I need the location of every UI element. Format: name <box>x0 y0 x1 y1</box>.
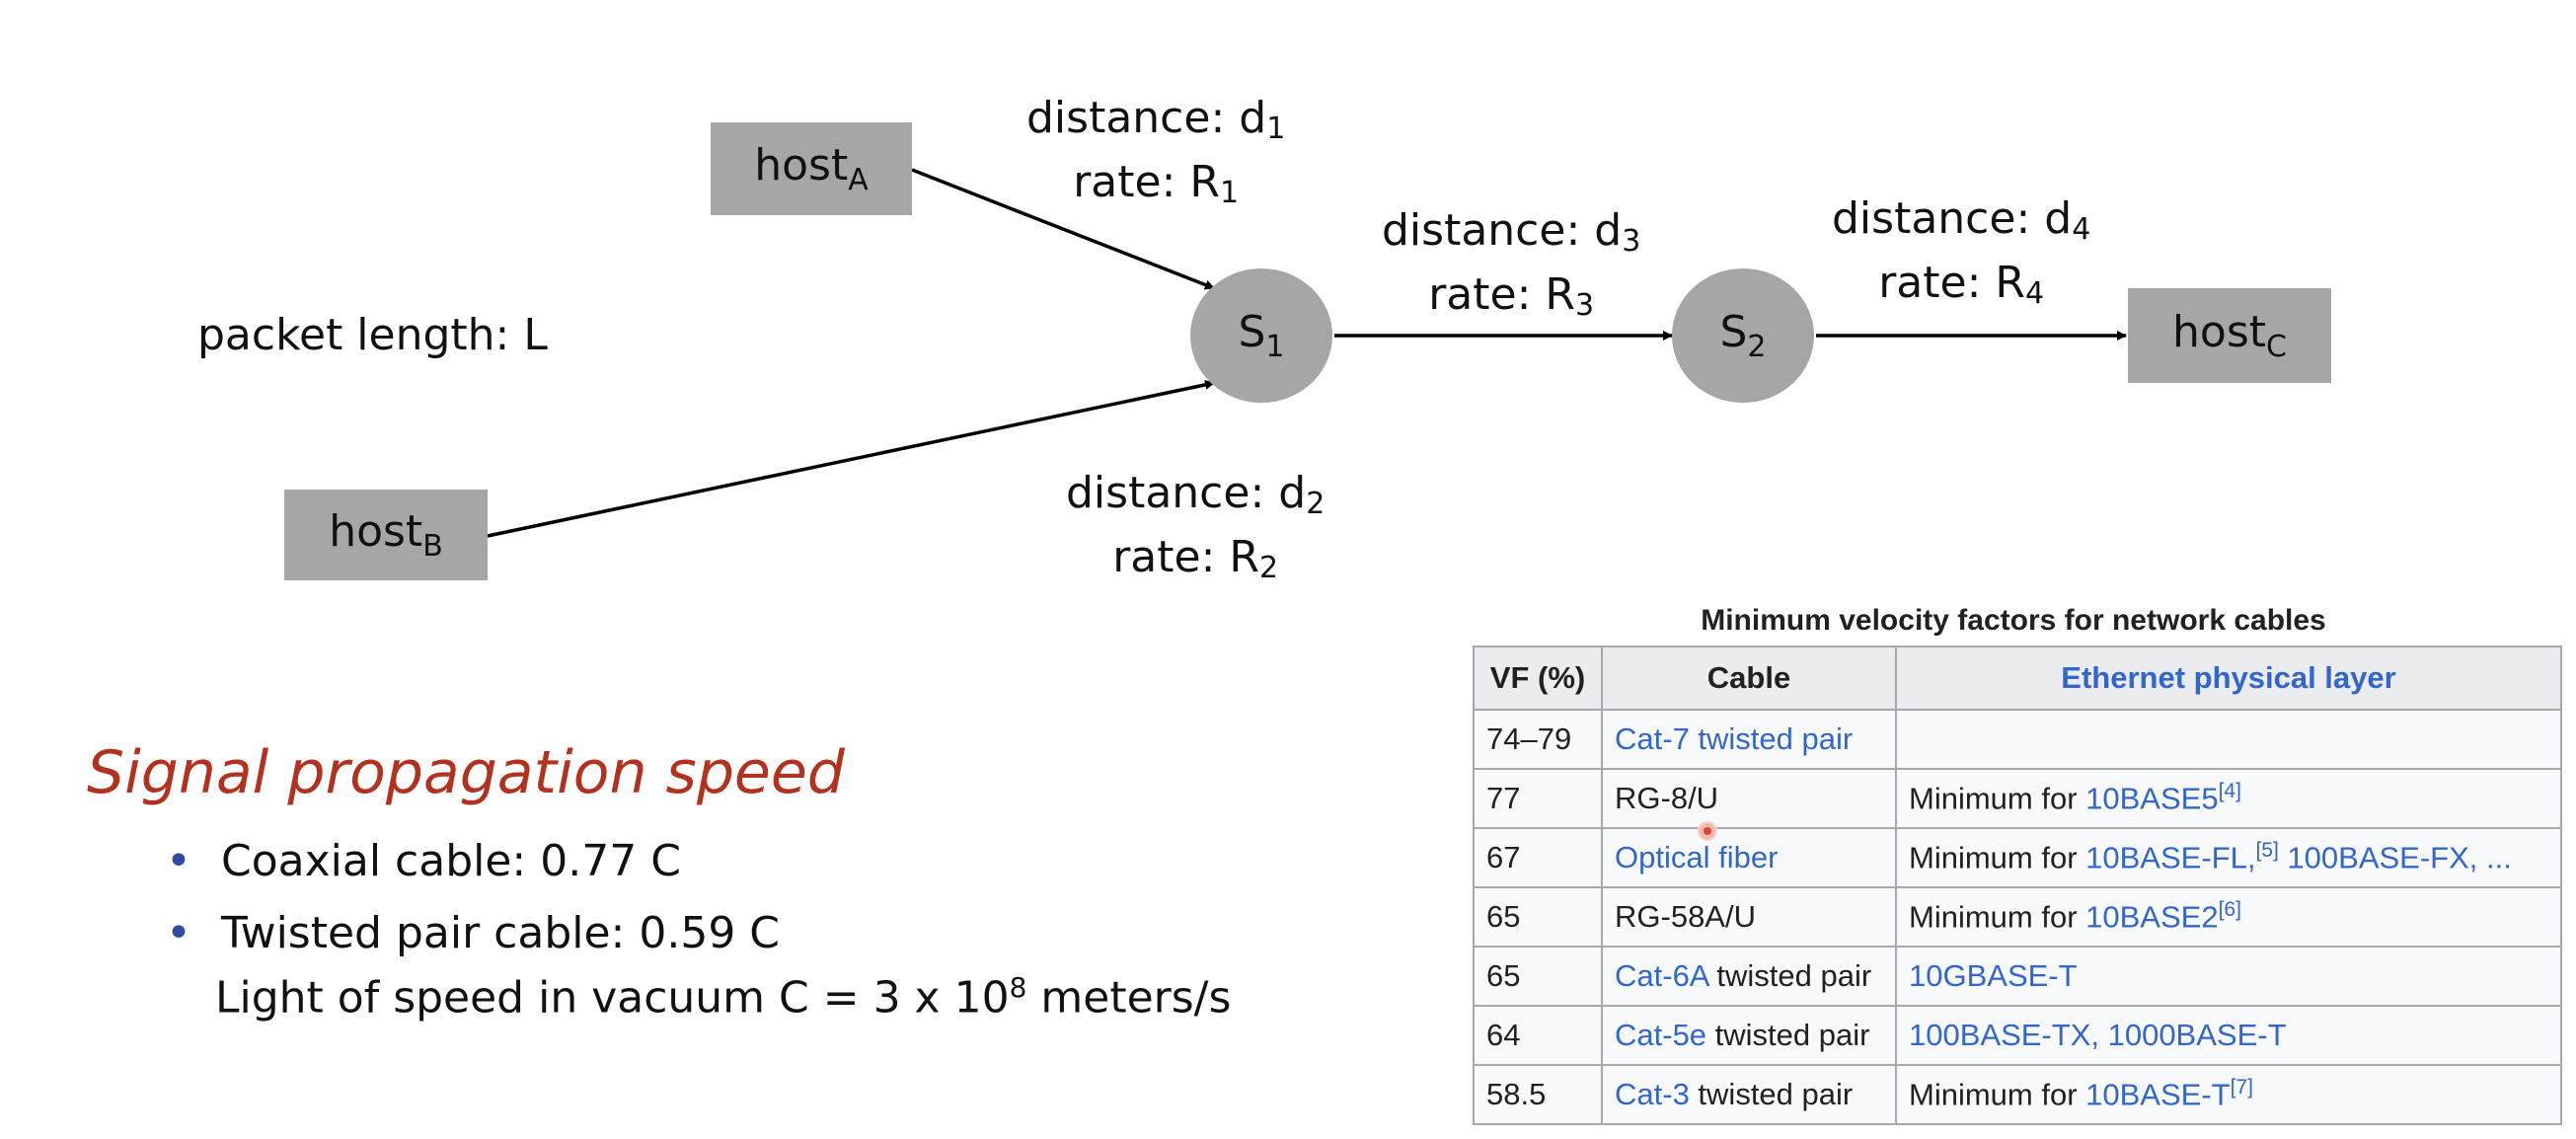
reference-link[interactable]: [4] <box>2218 780 2241 803</box>
bullet-coaxial: Coaxial cable: 0.77 C <box>166 825 780 897</box>
ethernet-cell: Minimum for 10BASE-T[7] <box>1895 1064 2562 1125</box>
table-row: 67 Optical fiber Minimum for 10BASE-FL,[5]… <box>1473 827 2562 888</box>
table-row: 65 RG-58A/U Minimum for 10BASE2[6] <box>1473 886 2562 948</box>
ethernet-cell: 100BASE-TX, 1000BASE-T <box>1895 1005 2562 1066</box>
cable-cell: RG-8/U <box>1601 768 1897 829</box>
speed-bullet-list: Coaxial cable: 0.77 C Twisted pair cable… <box>166 825 780 969</box>
header-ethernet-link[interactable]: Ethernet physical layer <box>1895 645 2562 711</box>
vf-cell: 74–79 <box>1473 709 1603 770</box>
switch-s2: S2 <box>1672 268 1814 403</box>
cable-text: RG-58A/U <box>1615 899 1756 934</box>
table-row: 77 RG-8/U Minimum for 10BASE5[4] <box>1473 768 2562 829</box>
ethernet-cell <box>1895 709 2562 770</box>
vf-cell: 64 <box>1473 1005 1603 1066</box>
link-hostA-s1 <box>911 168 1215 290</box>
ethernet-standard-link[interactable]: 10GBASE-T <box>1909 958 2078 993</box>
ethernet-more-link[interactable]: 100BASE-FX, ... <box>2278 840 2512 875</box>
ethernet-cell: 10GBASE-T <box>1895 946 2562 1007</box>
header-cable[interactable]: Cable <box>1601 645 1897 711</box>
link1-label: distance: d1 rate: R1 <box>1026 87 1285 214</box>
cable-cell: RG-58A/U <box>1601 886 1897 948</box>
cable-text: twisted pair <box>1706 1018 1870 1052</box>
vf-cell: 65 <box>1473 886 1603 948</box>
table-row: 65 Cat-6A twisted pair 10GBASE-T <box>1473 946 2562 1007</box>
vf-cell: 67 <box>1473 827 1603 888</box>
velocity-factor-table: VF (%) Cable Ethernet physical layer 74–… <box>1473 645 2562 1125</box>
cable-link[interactable]: Optical fiber <box>1615 840 1779 874</box>
table-row: 58.5 Cat-3 twisted pair Minimum for 10BASE… <box>1473 1064 2562 1125</box>
cable-link[interactable]: Cat-7 twisted pair <box>1615 721 1854 756</box>
switch-s2-label: S2 <box>1719 307 1767 364</box>
host-c-label: hostC <box>2172 307 2287 364</box>
vf-cell: 58.5 <box>1473 1064 1603 1125</box>
switch-s1: S1 <box>1190 268 1332 403</box>
table-caption: Minimum velocity factors for network cab… <box>1701 604 2326 637</box>
link3-label: distance: d3 rate: R3 <box>1382 199 1640 327</box>
vf-cell: 65 <box>1473 946 1603 1007</box>
ethernet-standard-link[interactable]: 10BASE-FL, <box>2085 840 2256 875</box>
ethernet-prefix-text: Minimum for <box>1909 840 2086 875</box>
link4-distance: distance: d4 <box>1832 193 2091 247</box>
ethernet-standard-link[interactable]: 10BASE-T <box>2085 1077 2231 1112</box>
bullet-twisted-pair: Twisted pair cable: 0.59 C <box>166 897 780 969</box>
ethernet-standard-link[interactable]: 10BASE5 <box>2085 781 2219 816</box>
link-hostB-s1 <box>487 379 1215 538</box>
switch-s1-label: S1 <box>1238 307 1285 364</box>
link2-distance: distance: d2 <box>1066 468 1326 521</box>
ethernet-cell: Minimum for 10BASE5[4] <box>1895 768 2562 829</box>
host-b-box: hostB <box>284 490 488 580</box>
link3-rate: rate: R3 <box>1428 268 1595 323</box>
reference-link[interactable]: [5] <box>2255 839 2279 863</box>
reference-link[interactable]: [7] <box>2230 1076 2253 1100</box>
header-vf[interactable]: VF (%) <box>1473 645 1603 711</box>
ethernet-standard-link[interactable]: 10BASE2 <box>2085 899 2219 935</box>
table-header-row: VF (%) Cable Ethernet physical layer <box>1473 645 2562 711</box>
cable-cell: Cat-6A twisted pair <box>1601 946 1897 1007</box>
ethernet-standard-link[interactable]: 100BASE-TX, 1000BASE-T <box>1909 1018 2287 1052</box>
cable-cell: Cat-7 twisted pair <box>1601 709 1897 770</box>
cable-cell: Cat-5e twisted pair <box>1601 1005 1897 1066</box>
link1-rate: rate: R1 <box>1073 156 1240 210</box>
host-b-label: hostB <box>329 506 443 564</box>
ethernet-cell: Minimum for 10BASE-FL,[5] 100BASE-FX, ..… <box>1895 827 2562 888</box>
link2-label: distance: d2 rate: R2 <box>1066 462 1325 589</box>
link4-label: distance: d4 rate: R4 <box>1832 188 2090 315</box>
packet-length-label: packet length: L <box>197 310 548 360</box>
link2-rate: rate: R2 <box>1112 531 1279 585</box>
link1-distance: distance: d1 <box>1026 93 1286 146</box>
table-row: 64 Cat-5e twisted pair 100BASE-TX, 1000BAS… <box>1473 1005 2562 1066</box>
cable-text: RG-8/U <box>1615 781 1719 815</box>
ethernet-prefix-text: Minimum for <box>1909 781 2086 816</box>
cursor-indicator <box>1700 823 1715 839</box>
reference-link[interactable]: [6] <box>2218 898 2241 922</box>
ethernet-prefix-text: Minimum for <box>1909 1077 2086 1112</box>
cable-text: twisted pair <box>1689 1077 1854 1111</box>
host-a-label: hostA <box>754 140 869 197</box>
cable-cell: Cat-3 twisted pair <box>1601 1064 1897 1125</box>
link3-distance: distance: d3 <box>1382 205 1641 259</box>
light-speed-note: Light of speed in vacuum C = 3 x 108 met… <box>215 971 1232 1024</box>
speed-heading: Signal propagation speed <box>87 738 845 807</box>
cable-link[interactable]: Cat-5e <box>1615 1018 1707 1052</box>
cable-link[interactable]: Cat-3 <box>1615 1077 1690 1111</box>
table-row: 74–79 Cat-7 twisted pair <box>1473 709 2562 770</box>
cable-link[interactable]: Cat-6A <box>1615 958 1708 993</box>
ethernet-prefix-text: Minimum for <box>1909 899 2086 935</box>
link4-rate: rate: R4 <box>1878 257 2045 311</box>
cable-cell: Optical fiber <box>1601 827 1897 888</box>
host-a-box: hostA <box>711 122 912 215</box>
vf-cell: 77 <box>1473 768 1603 829</box>
cable-text: twisted pair <box>1707 958 1872 993</box>
host-c-box: hostC <box>2128 288 2331 383</box>
ethernet-cell: Minimum for 10BASE2[6] <box>1895 886 2562 948</box>
